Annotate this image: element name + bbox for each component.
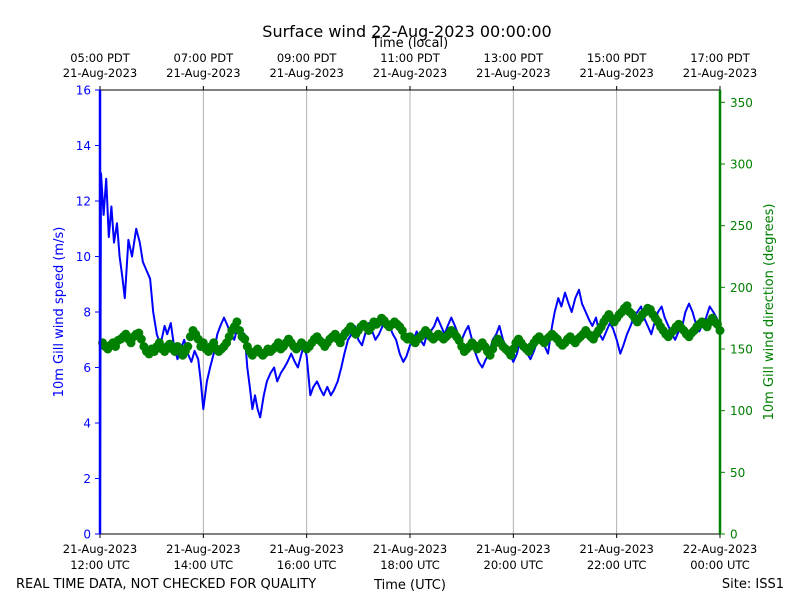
top-tick-date: 21-Aug-2023: [476, 66, 550, 80]
chart-title: Surface wind 22-Aug-2023 00:00:00: [262, 22, 551, 41]
left-axis-label: 10m Gill wind speed (m/s): [52, 227, 67, 398]
x-tick-date: 21-Aug-2023: [269, 542, 343, 556]
direction-point: [240, 334, 250, 344]
x-axis-label: Time (UTC): [373, 578, 446, 593]
top-tick-time: 07:00 PDT: [174, 51, 235, 65]
x-tick-time: 18:00 UTC: [380, 558, 440, 572]
right-axis-label: 10m Gill wind direction (degrees): [762, 204, 777, 421]
x-tick-time: 20:00 UTC: [484, 558, 544, 572]
right-tick-label: 350: [730, 96, 753, 110]
left-tick-label: 0: [83, 528, 91, 542]
top-tick-time: 15:00 PDT: [587, 51, 648, 65]
left-tick-label: 10: [76, 250, 91, 264]
left-tick-label: 4: [83, 417, 91, 431]
x-tick-time: 22:00 UTC: [587, 558, 647, 572]
x-tick-date: 21-Aug-2023: [476, 542, 550, 556]
x-tick-time: 00:00 UTC: [690, 558, 750, 572]
direction-series: [98, 301, 725, 360]
x-tick-time: 12:00 UTC: [70, 558, 130, 572]
top-tick-date: 21-Aug-2023: [579, 66, 653, 80]
axes: 21-Aug-2023 12:00 UTC 21-Aug-2023 14:00 UTC…: [63, 51, 757, 572]
right-tick-label: 150: [730, 343, 753, 357]
right-tick-label: 100: [730, 404, 753, 418]
x-tick-date: 21-Aug-2023: [373, 542, 447, 556]
left-tick-label: 12: [76, 195, 91, 209]
x-tick-time: 16:00 UTC: [277, 558, 337, 572]
right-tick-label: 200: [730, 281, 753, 295]
top-tick-date: 21-Aug-2023: [166, 66, 240, 80]
top-tick-time: 13:00 PDT: [484, 51, 545, 65]
top-tick-time: 17:00 PDT: [690, 51, 751, 65]
x-tick-date: 21-Aug-2023: [63, 542, 137, 556]
top-axis-label: Time (local): [371, 36, 448, 51]
top-tick-date: 21-Aug-2023: [63, 66, 137, 80]
left-tick-label: 2: [83, 472, 91, 486]
x-tick-date: 22-Aug-2023: [683, 542, 757, 556]
left-tick-label: 6: [83, 361, 91, 375]
direction-point: [183, 342, 193, 351]
right-tick-label: 0: [730, 528, 738, 542]
speed-line: [99, 172, 721, 535]
left-tick-label: 14: [76, 139, 91, 153]
top-tick-time: 05:00 PDT: [70, 51, 131, 65]
left-tick-label: 16: [76, 84, 91, 98]
right-tick-label: 50: [730, 466, 745, 480]
x-tick-date: 21-Aug-2023: [166, 542, 240, 556]
left-tick-label: 8: [83, 306, 91, 320]
right-tick-label: 300: [730, 158, 753, 172]
quality-note: REAL TIME DATA, NOT CHECKED FOR QUALITY: [16, 577, 316, 592]
direction-point: [136, 334, 146, 344]
x-tick-date: 21-Aug-2023: [579, 542, 653, 556]
top-tick-time: 11:00 PDT: [380, 51, 441, 65]
top-tick-date: 21-Aug-2023: [269, 66, 343, 80]
top-tick-date: 21-Aug-2023: [373, 66, 447, 80]
site-label: Site: ISS1: [722, 577, 784, 592]
top-tick-date: 21-Aug-2023: [683, 66, 757, 80]
speed-series: [99, 172, 721, 535]
right-tick-label: 250: [730, 219, 753, 233]
x-tick-time: 14:00 UTC: [174, 558, 234, 572]
direction-point: [232, 317, 242, 327]
top-tick-time: 09:00 PDT: [277, 51, 338, 65]
